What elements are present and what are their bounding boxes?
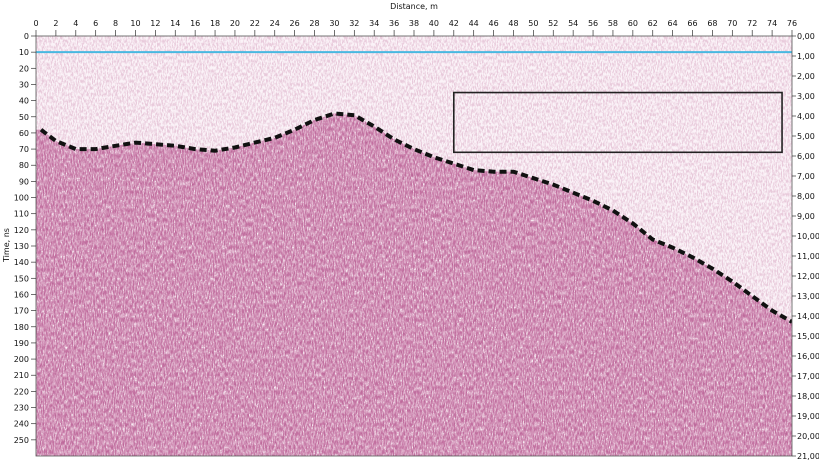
x-tick-label: 32	[349, 19, 359, 28]
y-left-tick-label: 180	[14, 323, 29, 332]
y-right-tick-label: 12,00	[797, 272, 819, 281]
y-right-tick-label: 19,00	[797, 412, 819, 421]
y-right-tick-label: 8,00	[797, 192, 815, 201]
y-axis-title: Time, ns	[2, 228, 11, 263]
x-tick-label: 50	[528, 19, 538, 28]
x-tick-label: 10	[130, 19, 140, 28]
x-axis-title: Distance, m	[390, 2, 438, 11]
x-tick-label: 72	[747, 19, 757, 28]
y-left-tick-label: 160	[14, 290, 29, 299]
y-left-tick-label: 150	[14, 274, 29, 283]
y-left-tick-label: 240	[14, 420, 29, 429]
x-tick-label: 38	[409, 19, 419, 28]
x-tick-label: 46	[488, 19, 498, 28]
x-tick-label: 70	[727, 19, 737, 28]
x-tick-label: 26	[290, 19, 300, 28]
x-tick-label: 64	[668, 19, 678, 28]
y-left-tick-label: 30	[19, 80, 29, 89]
y-right-tick-label: 11,00	[797, 252, 819, 261]
y-left-tick-label: 190	[14, 339, 29, 348]
x-tick-label: 28	[309, 19, 319, 28]
x-tick-label: 44	[469, 19, 479, 28]
x-tick-label: 66	[687, 19, 697, 28]
y-right-tick-label: 3,00	[797, 92, 815, 101]
x-tick-label: 30	[329, 19, 339, 28]
x-axis-ticks: 0 2 4 6 8 10 12 14 16 18 20 22 24 26 28 30 32 34 36 38 40 42 4…	[33, 19, 797, 36]
x-tick-label: 74	[767, 19, 777, 28]
x-tick-label: 2	[53, 19, 58, 28]
y-right-tick-label: 10,00	[797, 232, 819, 241]
x-tick-label: 52	[548, 19, 558, 28]
y-left-tick-label: 110	[14, 210, 29, 219]
x-tick-label: 0	[33, 19, 38, 28]
y-right-tick-label: 0,00	[797, 32, 815, 41]
y-right-tick-label: 13,00	[797, 292, 819, 301]
y-left-tick-label: 60	[19, 129, 29, 138]
highlight-box	[452, 91, 783, 154]
x-tick-label: 16	[190, 19, 200, 28]
plot-area	[36, 36, 792, 456]
y-right-tick-label: 9,00	[797, 212, 815, 221]
y-left-tick-label: 230	[14, 404, 29, 413]
y-left-tick-label: 80	[19, 161, 29, 170]
x-tick-label: 58	[608, 19, 618, 28]
y-left-tick-label: 90	[19, 177, 29, 186]
x-tick-label: 54	[568, 19, 578, 28]
y-left-tick-label: 130	[14, 242, 29, 251]
x-tick-label: 20	[230, 19, 240, 28]
x-tick-label: 14	[170, 19, 180, 28]
y-axis-right-ticks: 0,00 1,00 2,00 3,00 4,00 5,00 6,00 7,00 8,00 9,00…	[792, 32, 819, 460]
y-right-tick-label: 17,00	[797, 372, 819, 381]
y-left-tick-label: 250	[14, 436, 29, 445]
y-right-tick-label: 2,00	[797, 72, 815, 81]
x-tick-label: 24	[270, 19, 280, 28]
y-left-tick-label: 200	[14, 355, 29, 364]
y-left-tick-label: 0	[24, 32, 29, 41]
y-right-tick-label: 15,00	[797, 332, 819, 341]
y-axis-left-ticks: 0 10 20 30 40 50 60 70 80 90 100 110 120 130 140 150 160…	[14, 32, 36, 445]
x-tick-label: 34	[369, 19, 379, 28]
y-right-tick-label: 20,00	[797, 432, 819, 441]
y-right-tick-label: 7,00	[797, 172, 815, 181]
y-left-tick-label: 100	[14, 194, 29, 203]
x-tick-label: 42	[449, 19, 459, 28]
y-right-tick-label: 16,00	[797, 352, 819, 361]
x-tick-label: 36	[389, 19, 399, 28]
x-tick-label: 40	[429, 19, 439, 28]
x-tick-label: 4	[73, 19, 78, 28]
x-tick-label: 12	[150, 19, 160, 28]
y-left-tick-label: 120	[14, 226, 29, 235]
y-left-tick-label: 220	[14, 387, 29, 396]
x-tick-label: 18	[210, 19, 220, 28]
y-right-tick-label: 18,00	[797, 392, 819, 401]
y-left-tick-label: 170	[14, 307, 29, 316]
x-tick-label: 56	[588, 19, 598, 28]
x-tick-label: 62	[648, 19, 658, 28]
x-tick-label: 22	[250, 19, 260, 28]
x-tick-label: 76	[787, 19, 797, 28]
y-left-tick-label: 140	[14, 258, 29, 267]
x-tick-label: 8	[113, 19, 118, 28]
y-left-tick-label: 40	[19, 97, 29, 106]
y-right-tick-label: 14,00	[797, 312, 819, 321]
y-left-tick-label: 20	[19, 64, 29, 73]
x-tick-label: 60	[628, 19, 638, 28]
x-tick-label: 48	[508, 19, 518, 28]
y-right-tick-label: 5,00	[797, 132, 815, 141]
interface-dashed-line	[39, 111, 792, 324]
y-right-tick-label: 4,00	[797, 112, 815, 121]
y-right-tick-label: 21,00	[797, 452, 819, 460]
y-left-tick-label: 70	[19, 145, 29, 154]
x-tick-label: 6	[93, 19, 98, 28]
y-right-tick-label: 1,00	[797, 52, 815, 61]
x-tick-label: 68	[707, 19, 717, 28]
y-right-tick-label: 6,00	[797, 152, 815, 161]
y-left-tick-label: 50	[19, 113, 29, 122]
y-left-tick-label: 210	[14, 371, 29, 380]
y-left-tick-label: 10	[19, 48, 29, 57]
